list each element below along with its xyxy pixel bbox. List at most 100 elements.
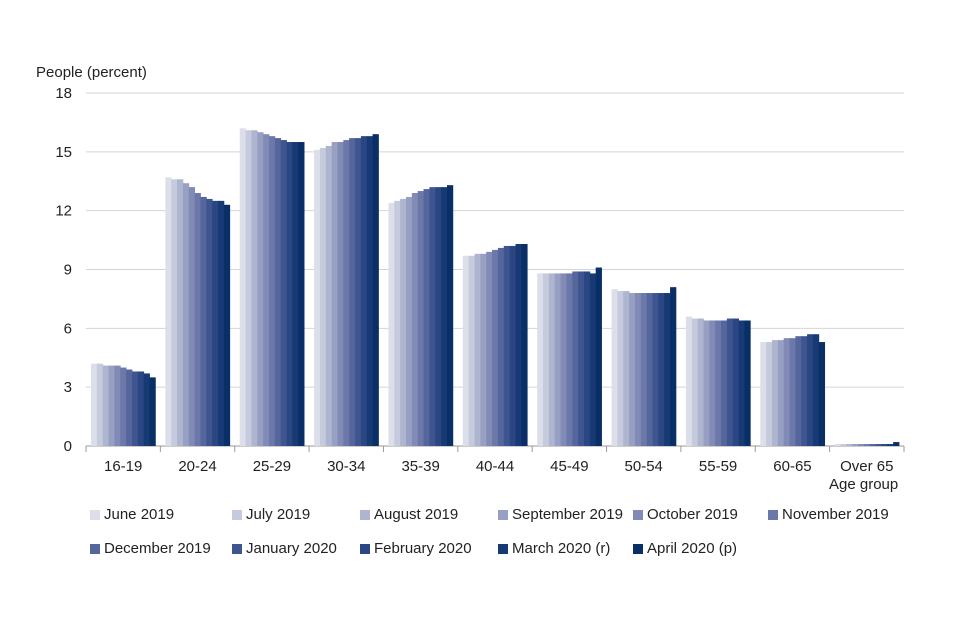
y-tick-label: 12	[55, 203, 72, 220]
bar	[863, 444, 871, 446]
bar	[314, 149, 321, 446]
bar	[858, 444, 865, 446]
bar	[171, 179, 178, 447]
y-axis-label: People (percent)	[36, 64, 147, 81]
bar	[280, 140, 287, 447]
bar	[474, 253, 481, 446]
x-tick-label: 30-34	[327, 458, 365, 475]
bar	[182, 183, 190, 446]
bar	[691, 318, 699, 446]
legend-item: April 2020 (p)	[633, 540, 737, 557]
bar	[548, 273, 556, 446]
x-tick-label: 40-44	[476, 458, 514, 475]
legend-label: July 2019	[246, 506, 311, 523]
bar	[685, 316, 693, 446]
bar	[468, 255, 475, 446]
bar	[200, 196, 207, 446]
bar	[492, 249, 499, 446]
x-tick-label: 60-65	[773, 458, 811, 475]
bar	[697, 318, 704, 446]
bar	[766, 342, 773, 446]
legend: June 2019 July 2019 August 2019 Septembe…	[90, 506, 920, 574]
legend-item: January 2020	[232, 540, 337, 557]
legend-row-1: June 2019 July 2019 August 2019 Septembe…	[90, 506, 920, 540]
bar	[497, 247, 505, 446]
x-tick-label: Over 65	[840, 458, 893, 475]
legend-swatch	[633, 543, 643, 554]
bar	[462, 255, 470, 446]
legend-item: October 2019	[633, 506, 738, 523]
legend-item: July 2019	[232, 506, 310, 523]
bar	[239, 128, 246, 447]
x-tick-label: 35-39	[401, 458, 439, 475]
bar	[102, 365, 109, 446]
bar	[349, 138, 356, 446]
x-tick-label: 25-29	[253, 458, 291, 475]
bar	[840, 444, 847, 446]
legend-swatch	[498, 543, 508, 554]
bar	[411, 193, 419, 446]
legend-row-2: December 2019 January 2020 February 2020…	[90, 540, 920, 574]
bar	[137, 371, 145, 446]
bar	[263, 134, 270, 446]
bar	[96, 363, 104, 446]
bar	[869, 444, 876, 446]
bar	[777, 340, 785, 446]
bar	[417, 191, 424, 446]
bar	[652, 293, 659, 446]
x-tick-labels: 16-19 20-24 25-29 30-34 35-39 40-44 45-49 50-54…	[104, 458, 894, 475]
bar	[245, 130, 252, 446]
bar	[807, 334, 814, 446]
bar	[143, 373, 150, 446]
legend-swatch	[498, 509, 508, 520]
bar	[292, 142, 299, 446]
bar	[554, 273, 561, 446]
bar	[441, 187, 448, 446]
bar	[394, 200, 401, 446]
bar	[623, 291, 630, 446]
bar	[881, 444, 888, 446]
bar	[286, 142, 293, 446]
legend-item: December 2019	[90, 540, 211, 557]
legend-swatch	[90, 543, 100, 554]
bar	[355, 138, 362, 446]
bar	[578, 271, 585, 446]
bar	[480, 253, 487, 446]
bar	[521, 244, 528, 446]
y-tick-label: 6	[64, 320, 72, 337]
bar	[400, 198, 407, 446]
bar	[177, 179, 184, 447]
legend-swatch	[360, 543, 370, 554]
bar	[149, 377, 156, 446]
bar	[114, 365, 121, 446]
bar	[738, 320, 745, 446]
y-tick-labels: 0 3 6 9 12 15 18	[55, 85, 72, 455]
y-tick-label: 0	[64, 438, 72, 455]
bar	[617, 291, 624, 446]
bar	[366, 136, 374, 446]
bar	[589, 273, 597, 446]
bar	[783, 338, 790, 446]
legend-label: March 2020 (r)	[512, 540, 611, 557]
legend-item: February 2020	[360, 540, 472, 557]
bar	[372, 134, 379, 446]
bar	[760, 342, 767, 446]
bar	[887, 444, 894, 446]
legend-item: August 2019	[360, 506, 458, 523]
bar	[446, 185, 454, 446]
legend-item: June 2019	[90, 506, 174, 523]
x-tick-label: 16-19	[104, 458, 142, 475]
bar	[319, 147, 327, 446]
bar	[572, 271, 579, 446]
bar	[337, 142, 344, 446]
bar	[503, 245, 511, 446]
bar	[634, 293, 642, 446]
bar	[218, 200, 225, 446]
legend-swatch	[90, 509, 100, 520]
bar	[709, 320, 716, 446]
bar	[423, 189, 430, 446]
legend-label: September 2019	[512, 506, 623, 523]
bar	[108, 365, 115, 446]
x-tick-label: 55-59	[699, 458, 737, 475]
legend-item: September 2019	[498, 506, 623, 523]
